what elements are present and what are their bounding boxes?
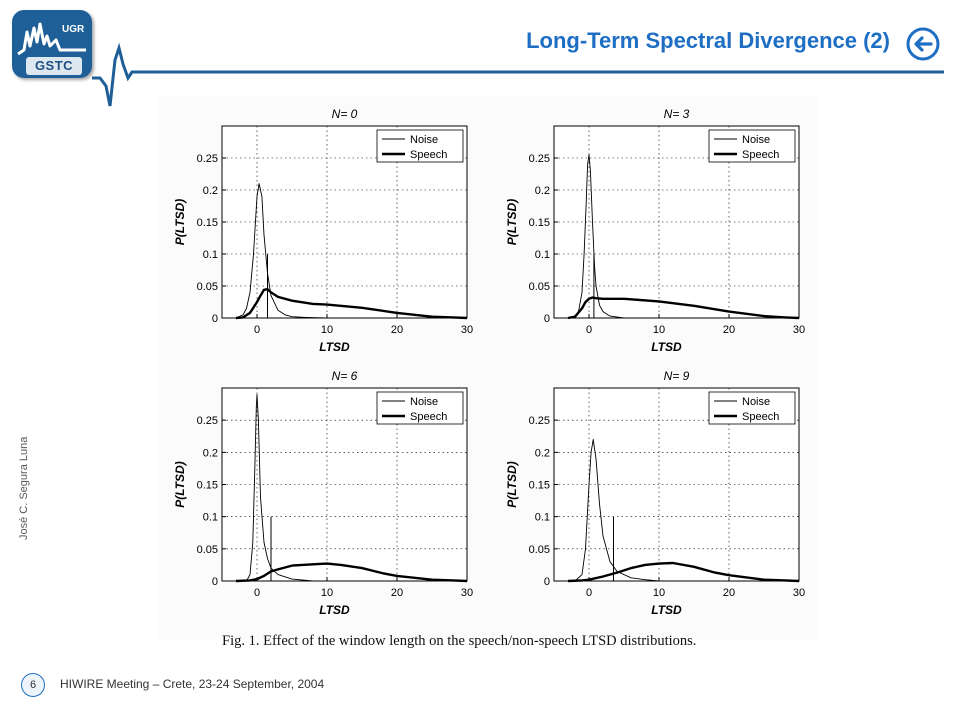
- series-line-speech: [567, 561, 800, 583]
- subplot-4: 0 10 20 30 0 0.05 0.1 0.15 0.2 0.25 N= 9 LTSD P(LTSD…: [505, 369, 805, 617]
- subplot-title: N= 0: [332, 107, 358, 121]
- x-tick-label: 10: [321, 587, 333, 599]
- x-tick-label: 30: [461, 587, 473, 599]
- x-tick-label: 30: [793, 587, 805, 599]
- y-tick-label: 0.25: [197, 415, 218, 427]
- page-number: 6: [21, 673, 45, 697]
- x-tick-label: 0: [586, 324, 592, 336]
- logo-ugr-text: UGR: [62, 24, 85, 35]
- series-line-noise: [246, 393, 314, 582]
- legend-label: Speech: [742, 149, 779, 161]
- y-tick-label: 0.15: [197, 480, 218, 492]
- series-line-speech: [235, 562, 468, 583]
- y-tick-label: 0.15: [529, 480, 550, 492]
- y-tick-label: 0: [212, 313, 218, 325]
- legend-label: Speech: [410, 149, 447, 161]
- subplot-2: 0 10 20 30 0 0.05 0.1 0.15 0.2 0.25 N= 3 LTSD P(LTSD…: [505, 107, 805, 354]
- series-line-noise: [574, 154, 625, 319]
- y-axis-label: P(LTSD): [173, 461, 187, 507]
- x-tick-label: 10: [653, 324, 665, 336]
- x-axis-label: LTSD: [651, 603, 682, 617]
- subplot-title: N= 6: [332, 369, 358, 383]
- x-tick-label: 20: [723, 587, 735, 599]
- back-arrow-icon[interactable]: [906, 27, 940, 61]
- y-tick-label: 0: [544, 313, 550, 325]
- gstc-logo: UGR GSTC: [12, 10, 92, 78]
- figure-panel: 0 10 20 30 0 0.05 0.1 0.15 0.2 0.25 N= 0 LTSD P(LTSD…: [158, 96, 818, 640]
- x-tick-label: 30: [461, 324, 473, 336]
- y-tick-label: 0.25: [529, 415, 550, 427]
- header-pulse-line: [92, 42, 944, 107]
- logo-waveform-icon: [17, 22, 86, 56]
- y-axis-label: P(LTSD): [505, 199, 519, 245]
- legend-box: [376, 391, 464, 425]
- legend-label: Speech: [742, 411, 779, 423]
- x-tick-label: 10: [321, 324, 333, 336]
- legend-label: Noise: [742, 134, 770, 146]
- legend-box: [708, 391, 796, 425]
- y-tick-label: 0.1: [203, 512, 218, 524]
- y-tick-label: 0.05: [529, 281, 550, 293]
- y-tick-label: 0.2: [203, 185, 218, 197]
- x-tick-label: 10: [653, 587, 665, 599]
- x-tick-label: 30: [793, 324, 805, 336]
- x-axis-label: LTSD: [319, 340, 350, 354]
- slide-title: Long-Term Spectral Divergence (2): [526, 28, 890, 53]
- series-line-speech: [235, 287, 468, 320]
- y-tick-label: 0: [212, 576, 218, 588]
- x-tick-label: 20: [391, 587, 403, 599]
- y-tick-label: 0.1: [535, 512, 550, 524]
- subplot-1: 0 10 20 30 0 0.05 0.1 0.15 0.2 0.25 N= 0 LTSD P(LTSD…: [173, 107, 473, 354]
- legend-label: Noise: [410, 134, 438, 146]
- y-tick-label: 0.1: [203, 249, 218, 261]
- author-name: José C. Segura Luna: [18, 436, 30, 540]
- y-tick-label: 0.25: [529, 153, 550, 165]
- y-tick-label: 0.15: [197, 217, 218, 229]
- y-tick-label: 0.25: [197, 153, 218, 165]
- legend-label: Noise: [742, 396, 770, 408]
- x-tick-label: 0: [254, 587, 260, 599]
- x-tick-label: 0: [254, 324, 260, 336]
- y-tick-label: 0.05: [197, 544, 218, 556]
- footer-text: HIWIRE Meeting – Crete, 23-24 September,…: [60, 677, 325, 691]
- x-axis-label: LTSD: [651, 340, 682, 354]
- legend-label: Speech: [410, 411, 447, 423]
- y-tick-label: 0.2: [535, 185, 550, 197]
- series-line-noise: [235, 183, 328, 319]
- x-axis-label: LTSD: [319, 603, 350, 617]
- y-tick-label: 0.15: [529, 217, 550, 229]
- legend-label: Noise: [410, 396, 438, 408]
- logo-gstc-text: GSTC: [26, 57, 82, 75]
- series-line-noise: [574, 439, 660, 582]
- x-tick-label: 20: [391, 324, 403, 336]
- y-tick-label: 0.1: [535, 249, 550, 261]
- legend-box: [708, 129, 796, 163]
- y-axis-label: P(LTSD): [505, 461, 519, 507]
- y-tick-label: 0.05: [197, 281, 218, 293]
- y-tick-label: 0.2: [203, 447, 218, 459]
- subplot-title: N= 9: [664, 369, 690, 383]
- y-tick-label: 0: [544, 576, 550, 588]
- series-line-speech: [567, 296, 800, 320]
- y-tick-label: 0.2: [535, 447, 550, 459]
- subplot-3: 0 10 20 30 0 0.05 0.1 0.15 0.2 0.25 N= 6 LTSD P(LTSD…: [173, 369, 473, 617]
- y-axis-label: P(LTSD): [173, 199, 187, 245]
- subplot-title: N= 3: [664, 107, 690, 121]
- y-tick-label: 0.05: [529, 544, 550, 556]
- figure-caption: Fig. 1. Effect of the window length on t…: [222, 633, 697, 649]
- x-tick-label: 0: [586, 587, 592, 599]
- x-tick-label: 20: [723, 324, 735, 336]
- ltsd-distribution-figure: 0 10 20 30 0 0.05 0.1 0.15 0.2 0.25 N= 0 LTSD P(LTSD…: [173, 107, 805, 617]
- legend-box: [376, 129, 464, 163]
